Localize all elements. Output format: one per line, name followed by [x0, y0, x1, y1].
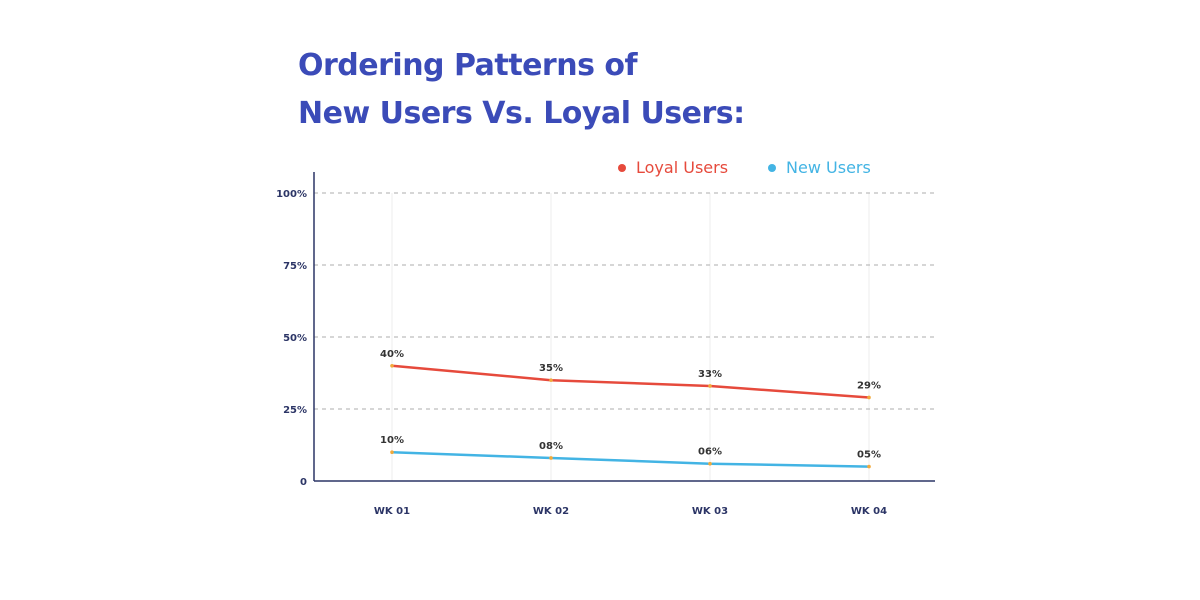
y-tick-label-100: 100% — [276, 189, 307, 200]
y-tick-label-50: 50% — [283, 333, 307, 344]
data-label-loyal-users-4: 29% — [857, 380, 881, 391]
y-tick-label-0: 0 — [300, 477, 307, 488]
x-tick-label-2: WK 02 — [533, 506, 569, 517]
chart-title-line-1: Ordering Patterns of — [298, 48, 638, 83]
data-point-new-users-2 — [549, 456, 553, 460]
legend-item-new-users: New Users — [768, 158, 871, 177]
data-point-loyal-users-3 — [708, 384, 712, 388]
data-label-new-users-3: 06% — [698, 447, 722, 458]
data-point-new-users-3 — [708, 461, 712, 466]
legend-label-loyal-users: Loyal Users — [636, 158, 729, 177]
data-point-loyal-users-4 — [867, 395, 871, 400]
y-tick-label-25: 25% — [283, 405, 307, 416]
data-label-loyal-users-3: 33% — [698, 369, 722, 380]
data-point-loyal-users-1 — [390, 364, 394, 368]
legend-dot-loyal-icon — [618, 163, 626, 172]
data-label-new-users-2: 08% — [539, 441, 563, 452]
series-line-loyal-users — [390, 364, 871, 399]
y-tick-label-75: 75% — [283, 261, 307, 272]
data-label-new-users-1: 10% — [380, 435, 404, 446]
chart-legend: Loyal Users New Users — [618, 158, 871, 177]
legend-label-new-users: New Users — [786, 158, 871, 177]
data-point-loyal-users-2 — [549, 378, 553, 383]
data-label-new-users-4: 05% — [857, 450, 881, 461]
chart-title-line-2: New Users Vs. Loyal Users: — [298, 96, 745, 131]
x-tick-label-1: WK 01 — [374, 506, 410, 517]
data-point-new-users-1 — [390, 450, 394, 455]
legend-dot-new-icon — [768, 163, 777, 172]
chart-title: Ordering Patterns of New Users Vs. Loyal… — [298, 42, 745, 138]
x-tick-label-3: WK 03 — [692, 506, 728, 517]
x-tick-label-4: WK 04 — [851, 506, 887, 517]
data-point-new-users-4 — [867, 464, 871, 469]
legend-item-loyal-users: Loyal Users — [618, 158, 728, 177]
series-line-new-users — [390, 450, 871, 468]
data-label-loyal-users-1: 40% — [380, 349, 404, 360]
data-label-loyal-users-2: 35% — [539, 363, 563, 374]
